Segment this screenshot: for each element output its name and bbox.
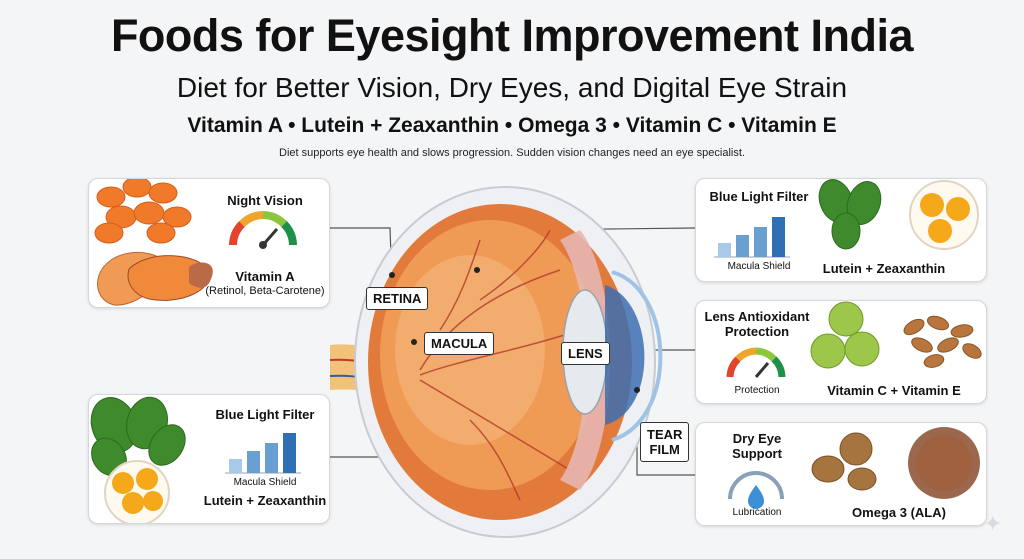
bar-0	[718, 243, 731, 257]
lens-heading-line2: Protection	[724, 324, 790, 339]
tear-film-label: TEAR FILM	[640, 422, 690, 462]
lens-label: LENS	[561, 342, 610, 365]
spinach-eggs-right-image	[818, 179, 979, 250]
card-night-vision: Night Vision Vitamin A (Retinol, Beta-Ca…	[88, 178, 330, 308]
nutrient-list: Vitamin A • Lutein + Zeaxanthin • Omega …	[187, 114, 837, 137]
bar-3	[772, 217, 785, 257]
night-vision-nutrient: Vitamin A	[235, 269, 295, 284]
bar-3	[283, 433, 296, 473]
blue-light-right-caption: Macula Shield	[727, 261, 791, 272]
dry-eye-heading-line1: Dry Eye	[732, 431, 782, 446]
bar-2	[265, 443, 278, 473]
night-vision-heading: Night Vision	[227, 193, 303, 208]
card-blue-light-right: Blue Light Filter Macula Shield Lutein +…	[695, 178, 987, 282]
lens-nutrient: Vitamin C + Vitamin E	[827, 383, 961, 398]
blue-light-left-nutrient: Lutein + Zeaxanthin	[203, 493, 327, 508]
page-subtitle: Diet for Better Vision, Dry Eyes, and Di…	[176, 72, 848, 103]
page-title: Foods for Eyesight Improvement India	[110, 10, 914, 61]
bar-1	[247, 451, 260, 473]
blue-light-left-heading: Blue Light Filter	[215, 407, 315, 422]
lens-gauge	[726, 301, 982, 378]
lens-gauge-caption: Protection	[734, 385, 780, 396]
blue-light-right-heading: Blue Light Filter	[709, 189, 809, 204]
lens-heading: Lens Antioxidant Protection	[698, 309, 816, 339]
night-vision-gauge	[229, 211, 297, 249]
card-blue-light-left: Blue Light Filter Macula Shield Lutein +…	[88, 394, 330, 524]
dry-eye-heading: Dry Eye Support	[698, 431, 816, 461]
retina-label: RETINA	[366, 287, 429, 310]
bar-2	[754, 227, 767, 257]
bar-1	[736, 235, 749, 257]
disclaimer-note: Diet supports eye health and slows progr…	[279, 147, 745, 159]
blue-light-left-caption: Macula Shield	[233, 477, 297, 488]
lens-heading-line1: Lens Antioxidant	[704, 309, 810, 324]
macula-label: MACULA	[424, 332, 495, 355]
card-lens-protection: Lens Antioxidant Protection Protection V…	[695, 300, 987, 404]
card-dry-eye: Dry Eye Support Lubrication Omega 3 (ALA…	[695, 422, 987, 526]
carrot-sweet-potato-image	[94, 179, 213, 306]
dry-eye-heading-line2: Support	[732, 446, 782, 461]
blue-light-right-nutrient: Lutein + Zeaxanthin	[822, 261, 946, 276]
dry-eye-gauge-caption: Lubrication	[732, 507, 782, 518]
sparkle-icon: ✦	[983, 511, 1002, 536]
dry-eye-nutrient: Omega 3 (ALA)	[852, 505, 946, 520]
blue-light-left-bars	[225, 433, 301, 474]
blue-light-right-bars	[714, 217, 790, 258]
dry-eye-gauge	[728, 427, 980, 509]
night-vision-sub: (Retinol, Beta-Carotene)	[205, 285, 325, 297]
spinach-eggs-image	[90, 396, 186, 523]
tear-film-label-line1: TEAR	[647, 427, 683, 442]
bar-0	[229, 459, 242, 473]
tear-film-label-line2: FILM	[649, 442, 680, 457]
